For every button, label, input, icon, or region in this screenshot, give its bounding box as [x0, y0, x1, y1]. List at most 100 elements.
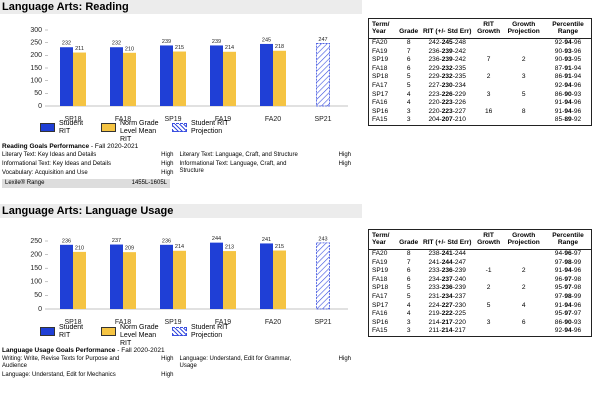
table-cell: 97-98-99	[554, 258, 582, 266]
table-cell	[475, 276, 503, 285]
table-cell: 2	[521, 284, 526, 292]
table-cell: -1	[485, 267, 492, 275]
table-cell: 5	[406, 73, 411, 81]
column-header: Percentile Range	[545, 229, 592, 250]
table-cell	[475, 65, 503, 74]
table-cell: 2	[521, 267, 526, 275]
column-header: Term/ Year	[368, 18, 398, 39]
table-row: FA20 8 242-245-248 92-94-96	[369, 39, 592, 48]
table-cell	[502, 250, 545, 259]
goal-columns: Literary Text: Key Ideas and Details High…	[2, 152, 357, 188]
legend-swatch	[40, 327, 55, 336]
goal-item: Vocabulary: Acquisition and Use High	[2, 170, 174, 177]
score-table: Term/ Year Grade RIT (+/- Std Err) RIT Grow…	[368, 18, 592, 126]
bar-chart: 0 50 100 150 200 250 SP18 236 210 FA18 237 209 SP19 2…	[30, 236, 348, 326]
bar	[210, 45, 223, 106]
value-label: 213	[225, 245, 234, 251]
table-cell: 85-89-92	[554, 116, 582, 124]
bar	[160, 45, 173, 106]
table-row: SP17 4 223-226-229 3 5 86-90-93	[369, 91, 592, 100]
goals-term: - Fall 2020-2021	[90, 143, 139, 150]
table-cell	[502, 276, 545, 285]
table-cell	[502, 39, 545, 48]
table-row: FA15 3 204-207-210 85-89-92	[369, 116, 592, 125]
table-cell: FA16	[372, 99, 388, 107]
value-label: 218	[275, 44, 284, 50]
legend-swatch	[101, 123, 116, 132]
table-row: FA15 3 211-214-217 92-94-96	[369, 327, 592, 336]
table-cell: 2	[486, 284, 491, 292]
y-tick-label: 250	[30, 238, 42, 245]
table-cell: 3	[406, 327, 411, 335]
table-cell	[475, 116, 503, 125]
goal-column: Literary Text: Key Ideas and Details High…	[2, 152, 174, 188]
value-label: 236	[162, 238, 171, 244]
table-cell: 3	[486, 318, 491, 326]
table-row: SP18 5 233-236-239 2 2 95-97-98	[369, 284, 592, 293]
table-cell: SP16	[372, 318, 389, 326]
table-row: SP19 6 233-236-239 -1 2 91-94-96	[369, 267, 592, 276]
x-tick-label: SP18	[64, 319, 81, 326]
table-cell: FA19	[372, 47, 388, 55]
table-cell	[475, 327, 503, 336]
legend-label: Norm Grade Level Mean RIT	[120, 120, 159, 143]
table-cell: FA18	[372, 275, 388, 283]
value-label: 210	[75, 245, 84, 251]
table-cell: 97-98-99	[554, 292, 582, 300]
bar	[223, 251, 236, 309]
goal-column: Literary Text: Language, Craft, and Stru…	[180, 152, 352, 188]
table-cell: FA15	[372, 327, 388, 335]
table-cell: 234-237-240	[428, 275, 466, 283]
legend-swatch	[101, 327, 116, 336]
bar	[73, 52, 86, 106]
table-cell: 95-97-98	[554, 284, 582, 292]
table-cell: 4	[406, 310, 411, 318]
table-cell: 4	[406, 90, 411, 98]
table-cell: 5	[486, 301, 491, 309]
table-cell: 5	[406, 284, 411, 292]
goal-item: Writing: Write, Revise Texts for Purpose…	[2, 356, 174, 370]
table-cell	[475, 82, 503, 91]
goal-column: Language: Understand, Edit for Grammar, …	[180, 356, 352, 381]
table-cell: 8	[406, 39, 411, 46]
goals: Language Usage Goals Performance - Fall …	[2, 347, 357, 381]
y-tick-label: 300	[30, 27, 42, 34]
table-cell: 233-236-239	[428, 284, 466, 292]
bar	[73, 251, 86, 309]
table-cell	[475, 293, 503, 302]
bar	[260, 243, 273, 309]
y-tick-label: 50	[34, 90, 42, 97]
x-tick-label: FA18	[115, 319, 131, 326]
y-tick-label: 100	[30, 279, 42, 286]
table-cell: 238-241-244	[428, 250, 466, 257]
table-cell: 91-94-96	[554, 301, 582, 309]
column-header: Percentile Range	[545, 18, 592, 39]
table-cell: 4	[406, 301, 411, 309]
legend-item: Student RIT	[40, 324, 93, 348]
table-cell: 223-226-229	[428, 90, 466, 98]
column-header: Term/ Year	[368, 229, 398, 250]
bar	[110, 244, 123, 309]
table-cell	[502, 310, 545, 319]
table-cell: 3	[521, 73, 526, 81]
table-cell: 5	[521, 90, 526, 98]
y-tick-label: 0	[38, 306, 42, 313]
table-cell: 86-90-93	[554, 318, 582, 326]
table-cell: 3	[406, 116, 411, 124]
table-row: FA20 8 238-241-244 94-96-97	[369, 250, 592, 259]
column-header: Growth Projection	[502, 229, 546, 250]
legend-label: Student RIT	[59, 120, 84, 135]
table-cell: 92-94-96	[554, 81, 582, 89]
table-cell: 224-227-230	[428, 301, 466, 309]
table-cell: 6	[406, 64, 411, 72]
table-row: FA17 5 231-234-237 97-98-99	[369, 293, 592, 302]
table-cell: 5	[406, 81, 411, 89]
table-cell: 7	[406, 47, 411, 55]
column-header: Grade	[397, 229, 420, 250]
legend: Student RIT Norm Grade Level Mean RIT Stud…	[40, 324, 249, 348]
goal-item: Literary Text: Language, Craft, and Stru…	[180, 152, 352, 159]
table-row: FA16 4 220-223-226 91-94-96	[369, 99, 592, 108]
goal-level: High	[338, 356, 351, 362]
legend-item: Norm Grade Level Mean RIT	[101, 324, 164, 348]
